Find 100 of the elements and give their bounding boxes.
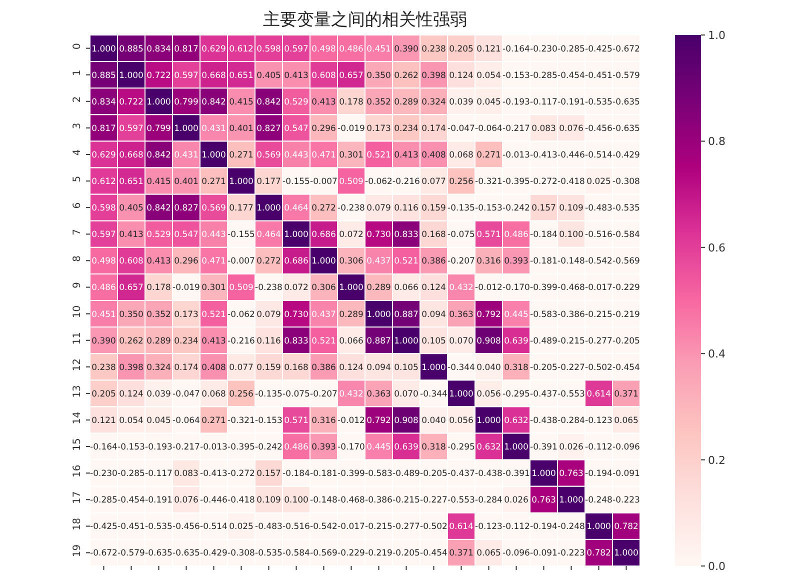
chart-title: 主要变量之间的相关性强弱 — [263, 10, 467, 30]
data-label: 0.289 — [394, 97, 418, 108]
y-tick-label: 2 — [72, 96, 83, 103]
data-label: -0.194 — [530, 522, 558, 532]
data-label: 0.121 — [476, 44, 501, 54]
data-label: 0.272 — [256, 256, 281, 267]
data-label: 0.443 — [284, 150, 308, 160]
data-label: 0.486 — [504, 230, 528, 240]
data-label: -0.285 — [90, 496, 118, 506]
data-label: -0.635 — [145, 548, 172, 559]
data-label: 0.686 — [284, 256, 308, 267]
data-label: 0.271 — [476, 150, 501, 160]
data-label: 0.272 — [312, 204, 336, 214]
data-label: 0.065 — [614, 416, 638, 426]
data-label: 0.157 — [532, 204, 556, 214]
data-label: 0.413 — [146, 256, 171, 267]
data-label: -0.413 — [200, 469, 228, 480]
data-label: -0.502 — [420, 522, 448, 532]
data-label: 0.301 — [339, 150, 364, 160]
data-label: 0.168 — [422, 230, 446, 240]
data-label: 0.094 — [422, 310, 446, 320]
y-tick-label: 6 — [72, 202, 83, 209]
data-label: -0.012 — [338, 416, 365, 426]
data-label: 0.083 — [174, 469, 198, 480]
data-label: -0.013 — [200, 442, 228, 453]
data-label: -0.047 — [448, 124, 475, 134]
data-label: 0.234 — [174, 336, 198, 346]
data-label: 1.000 — [229, 177, 254, 188]
data-label: -0.223 — [558, 548, 585, 559]
data-label: 0.066 — [394, 283, 418, 294]
data-label: 0.415 — [146, 177, 171, 188]
data-label: -0.284 — [558, 416, 585, 426]
data-label: 0.443 — [202, 230, 226, 240]
data-label: -0.227 — [420, 496, 448, 506]
data-label: 0.632 — [504, 416, 528, 426]
data-label: 0.363 — [449, 310, 474, 320]
data-label: 0.885 — [119, 44, 144, 54]
data-label: -0.230 — [530, 44, 558, 54]
y-tick-label: 3 — [72, 122, 83, 130]
data-label: 0.464 — [284, 204, 308, 214]
data-label: 0.842 — [256, 97, 281, 108]
data-label: -0.217 — [502, 124, 530, 134]
data-label: 0.070 — [394, 389, 418, 400]
data-label: 0.352 — [146, 310, 171, 320]
data-label: 0.817 — [92, 124, 116, 134]
data-label: -0.153 — [255, 416, 282, 426]
data-label: 0.413 — [312, 97, 336, 108]
data-label: 0.109 — [559, 204, 584, 214]
data-label: 0.657 — [339, 70, 364, 81]
data-label: 0.271 — [202, 177, 226, 188]
data-label: 0.025 — [229, 522, 254, 532]
data-label: -0.321 — [228, 416, 255, 426]
data-label: -0.418 — [228, 496, 255, 506]
data-label: 0.486 — [284, 442, 308, 453]
data-label: -0.295 — [448, 442, 475, 453]
data-label: 0.205 — [92, 389, 116, 400]
data-label: 0.271 — [202, 416, 226, 426]
data-label: -0.454 — [558, 70, 585, 81]
data-label: 0.100 — [284, 496, 308, 506]
data-label: 0.471 — [312, 150, 336, 160]
data-label: 0.296 — [174, 256, 198, 267]
data-label: 0.521 — [366, 150, 391, 160]
data-label: 0.405 — [256, 70, 281, 81]
data-label: -0.153 — [502, 70, 530, 81]
data-label: 0.094 — [366, 362, 391, 373]
data-label: -0.062 — [228, 310, 255, 320]
data-label: 0.065 — [476, 548, 501, 559]
data-label: -0.285 — [530, 70, 558, 81]
data-label: 0.262 — [119, 336, 144, 346]
data-label: 0.408 — [202, 362, 226, 373]
data-label: -0.229 — [338, 548, 365, 559]
data-label: 0.296 — [312, 124, 336, 134]
data-label: 0.432 — [339, 389, 364, 400]
data-label: 1.000 — [422, 362, 446, 373]
data-label: -0.635 — [172, 548, 200, 559]
data-label: 0.827 — [174, 204, 198, 214]
data-label: 0.792 — [366, 416, 391, 426]
data-label: 0.887 — [366, 336, 391, 346]
data-label: 0.077 — [422, 177, 446, 188]
data-label: 0.054 — [119, 416, 144, 426]
data-label: 0.908 — [476, 336, 501, 346]
data-label: -0.456 — [172, 522, 200, 532]
data-label: 0.597 — [174, 70, 198, 81]
data-label: 1.000 — [449, 389, 474, 400]
data-label: -0.502 — [585, 362, 612, 373]
data-label: -0.391 — [502, 469, 530, 480]
data-label: 0.124 — [119, 389, 144, 400]
data-label: -0.194 — [585, 469, 612, 480]
data-label: 0.316 — [476, 256, 501, 267]
data-label: -0.446 — [558, 150, 585, 160]
data-label: 1.000 — [202, 150, 226, 160]
data-label: -0.205 — [612, 336, 640, 346]
data-label: -0.012 — [475, 283, 502, 294]
data-label: -0.456 — [585, 124, 612, 134]
data-label: 0.529 — [146, 230, 171, 240]
data-label: 0.614 — [586, 389, 611, 400]
data-label: 0.109 — [256, 496, 281, 506]
data-label: 0.324 — [422, 97, 446, 108]
data-label: 0.415 — [229, 97, 254, 108]
data-label: -0.207 — [448, 256, 475, 267]
